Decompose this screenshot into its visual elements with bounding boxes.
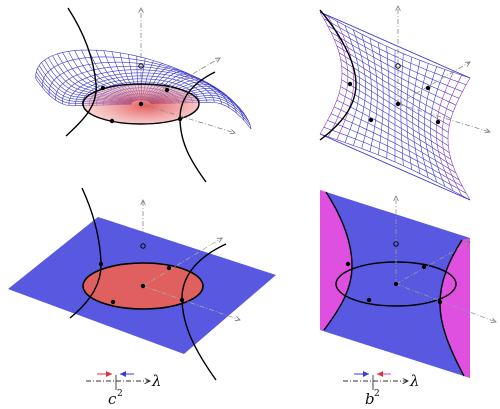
point (393, 281, 399, 287)
point (98, 261, 104, 267)
hyperbola-branch-left (323, 191, 353, 331)
mesh-line (336, 20, 355, 140)
hyperboloid-mesh (319, 11, 471, 201)
mesh-line (412, 60, 421, 174)
point (395, 63, 401, 69)
point (435, 119, 441, 125)
point (347, 81, 353, 87)
legend-right-parameter: λ b 2 (343, 371, 420, 408)
panel-bottom-left-plane-ellipse (8, 187, 276, 381)
mesh-line (435, 72, 454, 192)
point (437, 299, 443, 305)
point (368, 117, 374, 123)
mesh-line (386, 46, 390, 159)
point (395, 101, 401, 107)
panel-bottom-right-plane-hyperbola (320, 190, 496, 378)
point (140, 243, 146, 249)
point (166, 265, 172, 271)
point (179, 297, 185, 303)
point (109, 118, 115, 124)
mesh-line (353, 29, 366, 146)
mesh-line (319, 133, 471, 201)
parameter-exponent: 2 (374, 389, 380, 399)
point (425, 85, 431, 91)
focal-ellipse (82, 262, 204, 310)
mesh-line (429, 69, 446, 187)
point (421, 264, 427, 270)
point (138, 101, 144, 107)
mesh-line (447, 77, 471, 201)
point (345, 261, 351, 267)
axis-x (140, 103, 235, 133)
mesh-line (361, 34, 372, 149)
mesh-line (328, 16, 349, 137)
point (164, 87, 170, 93)
mesh-line (319, 11, 343, 135)
point (140, 283, 146, 289)
panel-top-left-ellipsoid (35, 7, 252, 183)
lambda-label: λ (151, 372, 162, 390)
parameter-exponent: 2 (117, 389, 123, 399)
mesh-line (441, 75, 462, 196)
mesh-line (400, 53, 404, 166)
axis-y (142, 238, 222, 287)
mesh-line (378, 42, 384, 156)
panel-top-right-hyperboloid (319, 6, 490, 201)
point (366, 297, 372, 303)
mesh-line (418, 63, 429, 178)
mesh-line (369, 38, 378, 152)
axis-x (397, 103, 490, 132)
axis-y (397, 62, 470, 105)
focal-ellipse (82, 83, 200, 125)
mesh-line (344, 25, 361, 143)
mesh-line (406, 56, 412, 170)
parameter-label: c (108, 390, 117, 408)
axis-y (395, 242, 470, 285)
axis-x (142, 285, 240, 320)
point (393, 241, 399, 247)
lambda-label: λ (409, 372, 420, 390)
focal-hyperbola-left (319, 9, 357, 141)
focal-hyperbola-left (65, 7, 97, 137)
mesh-line (319, 11, 471, 79)
parameter-label: b (365, 390, 375, 408)
point (100, 85, 106, 91)
point (177, 116, 183, 122)
legend-left-parameter: λ c 2 (86, 371, 162, 408)
mesh-line (424, 66, 437, 183)
axis-x (395, 283, 496, 322)
point (110, 299, 116, 305)
point (138, 63, 144, 69)
